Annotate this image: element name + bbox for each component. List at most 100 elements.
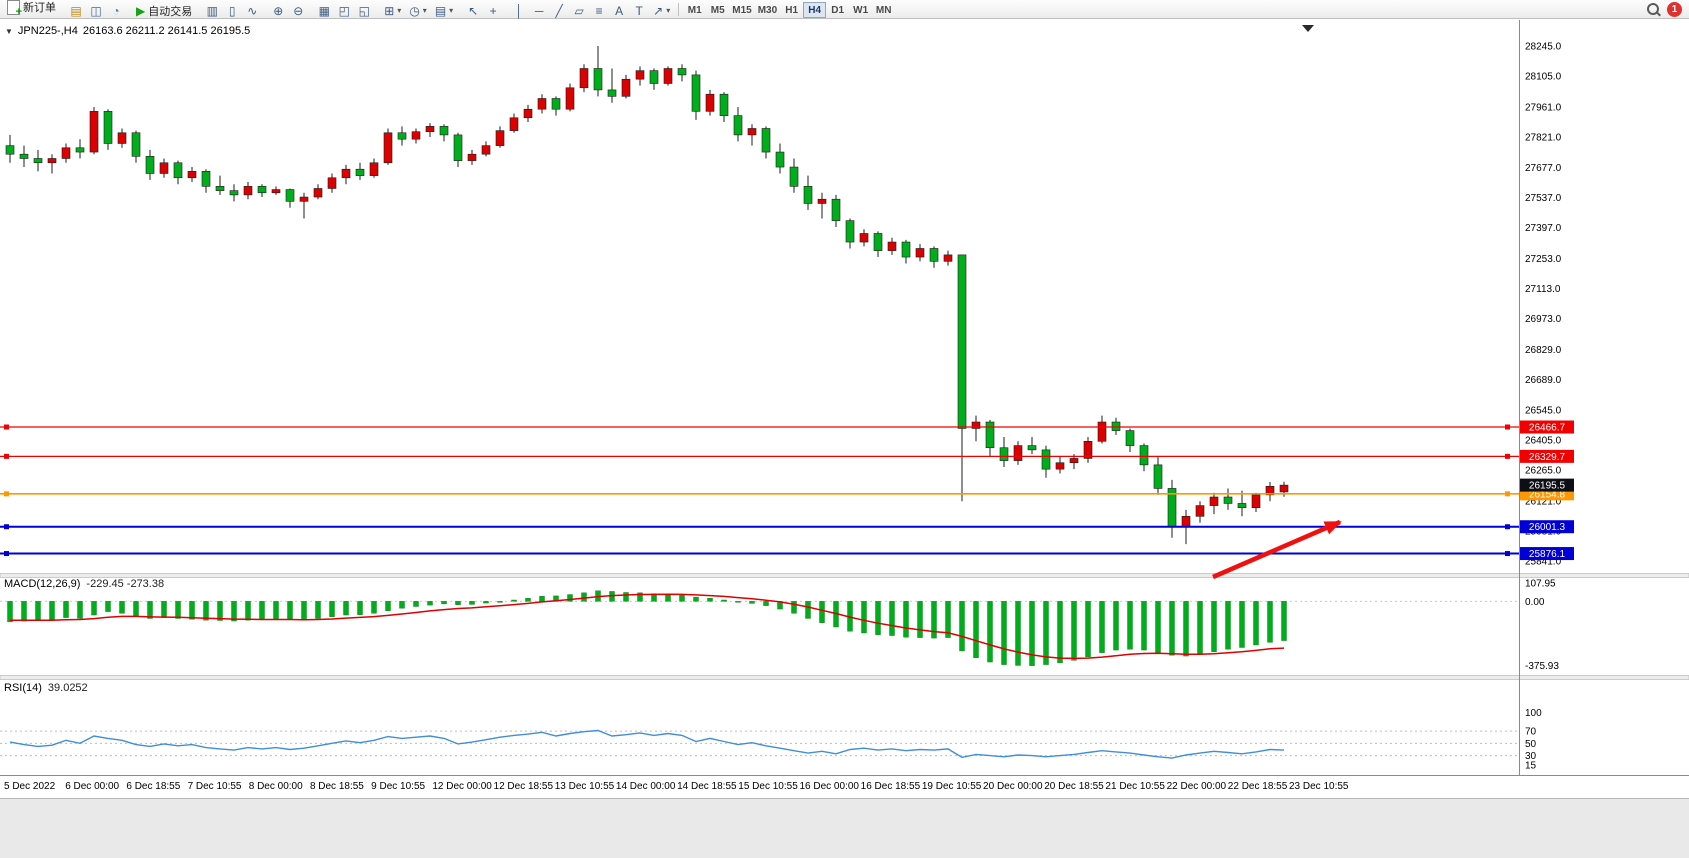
macd-axis-label: -375.93 [1525,661,1559,672]
tile-windows-icon: ▦ [318,3,330,18]
line-handle[interactable] [1505,491,1510,497]
svg-text:27821.0: 27821.0 [1525,132,1562,143]
crosshair-button[interactable]: + [483,2,503,19]
svg-text:26405.0: 26405.0 [1525,436,1562,447]
rsi-values: 39.0252 [47,682,88,694]
macd-values: -229.45 -273.38 [86,578,165,590]
periods-button[interactable]: ◷ ▾ [405,2,431,19]
time-axis-label: 22 Dec 18:55 [1228,781,1288,792]
time-axis-label: 20 Dec 00:00 [983,781,1043,792]
market-watch-button[interactable]: ▤ [66,2,86,19]
line-handle[interactable] [1505,453,1510,459]
vertical-line-button[interactable]: │ [509,2,529,19]
horizontal-line-button[interactable]: ─ [529,2,549,19]
rsi-axis-label: 30 [1525,751,1537,762]
zoom-out-button[interactable]: ⊖ [288,2,308,19]
timeframe-h1-button[interactable]: H1 [780,2,803,18]
arrows-button[interactable]: ↗ ▾ [649,2,674,19]
auto-arrange-button[interactable]: ◰ [334,2,354,19]
tile-windows-button[interactable]: ▦ [314,2,334,19]
price-chart[interactable]: 28245.0 28105.0 27961.0 27821.0 27677.0 27537… [0,20,1689,798]
time-axis-label: 14 Dec 00:00 [616,781,676,792]
timeframe-h4-button[interactable]: H4 [803,2,827,19]
time-axis-label: 21 Dec 10:55 [1105,781,1165,792]
line-chart-button[interactable]: ∿ [242,2,262,19]
dropdown-caret-icon: ▾ [422,6,427,15]
symbol-name: JPN225-,H4 [17,25,78,37]
dropdown-caret-icon: ▾ [666,6,671,15]
autotrade-label: 自动交易 [148,5,193,18]
candlestick-chart-button[interactable]: ▯ [222,2,242,19]
text-button[interactable]: A [609,2,629,19]
data-window-icon: ◫ [90,3,102,18]
timeframe-m5-button[interactable]: M5 [706,2,729,18]
timeframe-m1-button[interactable]: M1 [683,2,706,18]
rsi-axis-label: 70 [1525,727,1537,738]
pane-splitter-rsi[interactable] [0,675,1689,680]
data-window-button[interactable]: ◫ [86,2,106,19]
text-label-icon: T [635,3,643,18]
price-tag: 26466.7 [1520,420,1574,434]
periods-icon: ◷ [409,3,420,18]
svg-text:26466.7: 26466.7 [1529,423,1566,434]
macd-title: MACD(12,26,9) [4,578,81,590]
svg-text:26689.0: 26689.0 [1525,375,1562,386]
new-order-button[interactable]: 新订单 [3,0,60,18]
fibonacci-button[interactable]: ≡ [589,2,609,19]
svg-text:26973.0: 26973.0 [1525,314,1562,325]
time-axis-label: 23 Dec 10:55 [1289,781,1349,792]
timeframe-mn-button[interactable]: MN [872,2,895,18]
navigator-button[interactable]: ◔ [106,2,126,19]
rsi-indicator-label: RSI(14) 39.0252 [4,682,88,694]
timeframe-d1-button[interactable]: D1 [826,2,849,18]
trendline-button[interactable]: ╱ [549,2,569,19]
zoom-in-button[interactable]: ⊕ [268,2,288,19]
macd-histogram [7,590,1287,666]
trendline-icon: ╱ [555,3,563,18]
autotrade-button[interactable]: ▶ 自动交易 [132,2,196,19]
track-chart-button[interactable]: ◱ [354,2,374,19]
new-chart-button[interactable]: ⊞ ▾ [380,2,405,19]
svg-text:28245.0: 28245.0 [1525,41,1562,52]
timeframe-w1-button[interactable]: W1 [849,2,872,18]
search-icon[interactable] [1647,3,1659,15]
svg-text:26829.0: 26829.0 [1525,345,1562,356]
time-axis-label: 6 Dec 18:55 [126,781,180,792]
time-axis-label: 20 Dec 18:55 [1044,781,1104,792]
svg-text:26121.0: 26121.0 [1525,497,1562,508]
time-axis-label: 13 Dec 10:55 [555,781,615,792]
toolbar-separator [678,2,680,16]
cursor-button[interactable]: ↖ [463,2,483,19]
line-handle[interactable] [1505,524,1510,530]
svg-text:27961.0: 27961.0 [1525,102,1562,113]
trend-arrow-object[interactable] [1212,519,1342,580]
channel-icon: ▱ [574,3,584,18]
svg-text:26154.8: 26154.8 [1529,489,1566,500]
time-axis-label: 9 Dec 10:55 [371,781,425,792]
line-handle[interactable] [4,524,9,530]
macd-axis-label: 107.95 [1525,578,1556,589]
chart-shift-marker-icon[interactable] [1302,25,1314,32]
svg-text:26001.3: 26001.3 [1529,522,1566,533]
line-handle[interactable] [1505,424,1510,430]
pane-splitter-macd[interactable] [0,573,1689,578]
collapse-triangle-icon[interactable]: ▼ [5,26,13,36]
window-bottom-area [0,798,1689,858]
templates-button[interactable]: ▤ ▾ [431,2,457,19]
notification-badge[interactable]: 1 [1667,1,1682,17]
channel-button[interactable]: ▱ [569,2,589,19]
line-handle[interactable] [4,551,9,557]
line-handle[interactable] [4,424,9,430]
navigator-icon: ◔ [112,3,120,18]
timeframe-m15-button[interactable]: M15 [729,2,754,18]
bar-chart-button[interactable]: ▥ [202,2,222,19]
line-handle[interactable] [4,491,9,497]
market-watch-icon: ▤ [70,3,82,18]
line-handle[interactable] [1505,551,1510,557]
timeframe-m30-button[interactable]: M30 [755,2,780,18]
line-handle[interactable] [4,453,9,459]
time-axis-label: 14 Dec 18:55 [677,781,737,792]
text-label-button[interactable]: T [629,2,649,19]
zoom-in-icon: ⊕ [273,3,284,18]
